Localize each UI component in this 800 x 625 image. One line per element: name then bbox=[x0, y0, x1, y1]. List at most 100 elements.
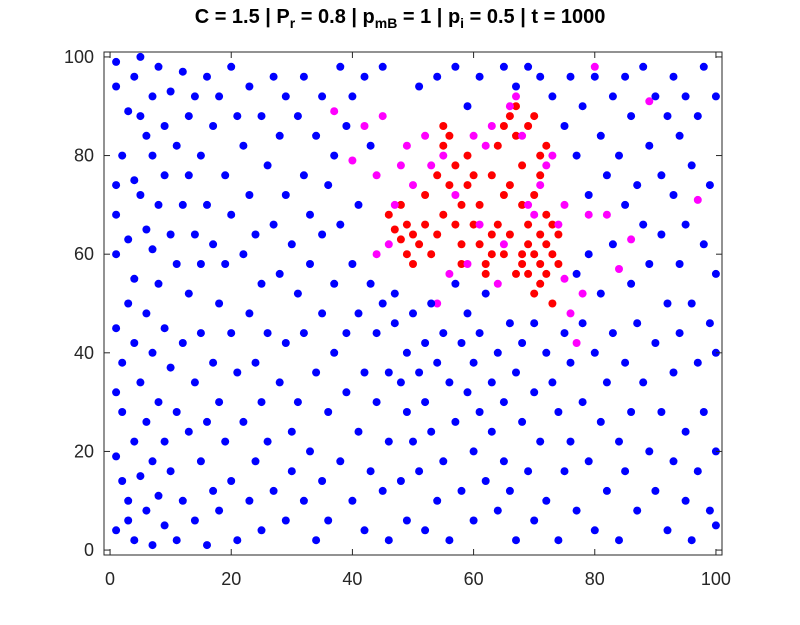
scatter-point-blue bbox=[481, 477, 490, 485]
scatter-point-blue bbox=[469, 516, 478, 525]
scatter-point-blue bbox=[681, 92, 690, 101]
scatter-point-blue bbox=[512, 536, 520, 545]
scatter-point-red bbox=[451, 220, 460, 229]
scatter-point-blue bbox=[639, 62, 648, 71]
scatter-point-blue bbox=[536, 437, 545, 446]
scatter-point-blue bbox=[512, 82, 520, 91]
scatter-point-blue bbox=[160, 437, 169, 446]
scatter-point-blue bbox=[287, 240, 296, 249]
scatter-point-blue bbox=[239, 250, 248, 259]
scatter-point-blue bbox=[251, 457, 260, 466]
scatter-point-blue bbox=[633, 181, 642, 190]
scatter-point-blue bbox=[178, 496, 187, 505]
scatter-point-magenta bbox=[372, 171, 381, 180]
scatter-point-red bbox=[524, 122, 533, 130]
scatter-point-red bbox=[542, 240, 551, 249]
scatter-point-blue bbox=[148, 348, 157, 357]
scatter-point-blue bbox=[263, 437, 272, 446]
scatter-point-red bbox=[463, 151, 472, 160]
scatter-point-blue bbox=[154, 62, 163, 71]
scatter-point-blue bbox=[166, 467, 175, 476]
scatter-point-blue bbox=[336, 62, 345, 71]
scatter-point-blue bbox=[602, 171, 611, 180]
title-part: = 1 | p bbox=[397, 6, 461, 28]
scatter-point-blue bbox=[366, 279, 375, 288]
scatter-point-blue bbox=[257, 398, 266, 407]
scatter-point-red bbox=[499, 250, 508, 259]
scatter-point-blue bbox=[233, 536, 242, 545]
scatter-point-blue bbox=[281, 516, 290, 525]
scatter-point-blue bbox=[318, 230, 327, 239]
scatter-point-blue bbox=[360, 72, 369, 81]
scatter-point-magenta bbox=[469, 131, 478, 140]
scatter-point-blue bbox=[421, 526, 430, 535]
scatter-point-blue bbox=[663, 112, 672, 121]
scatter-point-blue bbox=[178, 339, 187, 347]
scatter-point-blue bbox=[608, 92, 617, 101]
scatter-point-blue bbox=[645, 141, 654, 150]
scatter-point-blue bbox=[663, 526, 672, 535]
scatter-point-blue bbox=[112, 82, 121, 91]
scatter-point-blue bbox=[657, 171, 666, 180]
y-tick-label: 0 bbox=[84, 540, 94, 560]
scatter-point-blue bbox=[536, 72, 545, 81]
scatter-point-blue bbox=[287, 467, 296, 476]
scatter-point-red bbox=[439, 141, 448, 150]
scatter-point-blue bbox=[475, 329, 484, 338]
scatter-point-blue bbox=[203, 72, 211, 81]
scatter-point-red bbox=[469, 220, 478, 229]
scatter-point-blue bbox=[293, 112, 302, 121]
scatter-point-red bbox=[542, 141, 551, 150]
scatter-point-magenta bbox=[572, 339, 581, 347]
scatter-point-blue bbox=[160, 521, 169, 530]
scatter-point-blue bbox=[354, 427, 363, 436]
scatter-point-blue bbox=[663, 299, 672, 308]
title-subscript: mB bbox=[374, 15, 398, 31]
scatter-point-red bbox=[487, 171, 496, 180]
scatter-point-blue bbox=[257, 279, 266, 288]
scatter-point-blue bbox=[354, 200, 363, 209]
y-tick-label: 40 bbox=[74, 343, 94, 363]
scatter-point-blue bbox=[675, 260, 684, 268]
x-tick-label: 20 bbox=[221, 569, 241, 589]
scatter-point-blue bbox=[463, 102, 472, 111]
scatter-point-red bbox=[487, 230, 496, 239]
scatter-point-magenta bbox=[524, 200, 533, 209]
scatter-point-blue bbox=[687, 161, 696, 170]
scatter-point-blue bbox=[275, 131, 284, 140]
scatter-point-blue bbox=[469, 358, 478, 367]
scatter-point-blue bbox=[578, 102, 587, 111]
scatter-point-red bbox=[548, 250, 557, 259]
scatter-point-blue bbox=[299, 329, 308, 338]
scatter-point-blue bbox=[621, 358, 630, 367]
x-tick-label: 80 bbox=[585, 569, 605, 589]
scatter-point-blue bbox=[390, 289, 399, 298]
scatter-point-red bbox=[554, 230, 563, 239]
scatter-point-blue bbox=[124, 107, 133, 116]
scatter-point-blue bbox=[263, 329, 272, 338]
scatter-point-magenta bbox=[330, 107, 339, 116]
scatter-point-blue bbox=[215, 299, 224, 308]
scatter-point-blue bbox=[360, 368, 369, 377]
scatter-point-blue bbox=[324, 408, 333, 416]
scatter-point-red bbox=[481, 269, 490, 278]
scatter-point-blue bbox=[251, 358, 260, 367]
scatter-point-blue bbox=[645, 447, 654, 456]
scatter-point-blue bbox=[330, 348, 339, 357]
scatter-point-blue bbox=[669, 191, 678, 199]
scatter-point-blue bbox=[705, 506, 714, 515]
scatter-point-blue bbox=[433, 358, 442, 367]
scatter-point-blue bbox=[196, 329, 205, 338]
scatter-point-red bbox=[457, 260, 466, 268]
scatter-point-blue bbox=[287, 427, 296, 436]
scatter-point-blue bbox=[548, 378, 557, 387]
scatter-point-blue bbox=[209, 358, 218, 367]
scatter-point-red bbox=[475, 200, 484, 209]
scatter-point-blue bbox=[409, 437, 417, 446]
scatter-point-red bbox=[402, 220, 411, 229]
scatter-point-blue bbox=[124, 496, 133, 505]
scatter-point-blue bbox=[566, 72, 575, 81]
scatter-point-red bbox=[421, 191, 430, 199]
scatter-point-red bbox=[445, 131, 454, 140]
